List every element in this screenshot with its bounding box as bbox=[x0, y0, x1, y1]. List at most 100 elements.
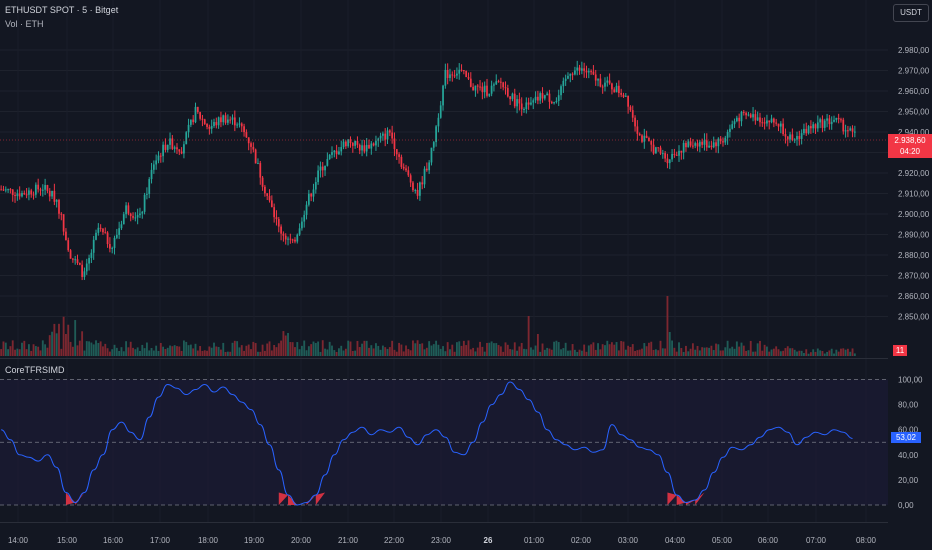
pane-divider-top[interactable] bbox=[0, 358, 888, 359]
volume-bar bbox=[779, 351, 782, 356]
volume-bar bbox=[136, 347, 139, 356]
volume-bar bbox=[418, 343, 421, 356]
volume-bar bbox=[347, 340, 350, 356]
time-tick-label: 19:00 bbox=[244, 536, 265, 545]
time-tick-label: 06:00 bbox=[758, 536, 779, 545]
time-tick-label: 26 bbox=[484, 536, 493, 545]
volume-bar bbox=[763, 344, 766, 356]
indicator-legend[interactable]: CoreTFRSIMD bbox=[5, 365, 65, 375]
price-tick-label: 2.870,00 bbox=[898, 272, 930, 281]
volume-bar bbox=[199, 346, 202, 356]
candle-body bbox=[319, 166, 322, 171]
candle-body bbox=[104, 232, 107, 234]
time-tick-label: 22:00 bbox=[384, 536, 405, 545]
oversold-fill bbox=[278, 492, 289, 505]
volume-bar bbox=[675, 351, 678, 356]
volume-bar bbox=[215, 346, 218, 356]
candle-body bbox=[224, 115, 227, 123]
volume-bar bbox=[344, 348, 347, 356]
candle-body bbox=[726, 131, 729, 138]
volume-bar bbox=[386, 348, 389, 356]
candle-body bbox=[162, 144, 164, 157]
candle-body bbox=[648, 137, 650, 142]
volume-bar bbox=[414, 343, 417, 356]
volume-bar bbox=[400, 344, 403, 356]
volume-bar bbox=[539, 351, 542, 356]
candle-body bbox=[499, 81, 502, 83]
candle-body bbox=[183, 144, 185, 154]
candle-body bbox=[847, 130, 849, 132]
candle-body bbox=[196, 106, 199, 113]
volume-bar bbox=[766, 346, 768, 356]
volume-bar bbox=[46, 347, 49, 356]
volume-bar bbox=[652, 349, 655, 356]
candle-body bbox=[807, 126, 810, 134]
candle-body bbox=[571, 73, 574, 75]
volume-bar bbox=[402, 351, 405, 356]
price-axis[interactable]: 2.980,00 2.970,00 2.960,00 2.950,00 2.940,00… bbox=[898, 46, 930, 322]
candle-body bbox=[548, 93, 551, 102]
candle-body bbox=[317, 170, 319, 183]
candle-body bbox=[814, 124, 817, 129]
volume-bar bbox=[830, 348, 833, 356]
volume-bar bbox=[252, 341, 255, 356]
candle-body bbox=[587, 71, 590, 73]
candle-body bbox=[749, 114, 752, 118]
time-axis[interactable]: 14:00 15:00 16:00 17:00 18:00 19:00 20:00 21:00… bbox=[8, 536, 877, 545]
volume-bar bbox=[393, 349, 396, 356]
volume-bar bbox=[578, 349, 581, 356]
symbol-legend[interactable]: ETHUSDT SPOT · 5 · Bitget bbox=[5, 5, 119, 15]
volume-legend[interactable]: Vol · ETH bbox=[5, 19, 44, 29]
volume-bar bbox=[724, 347, 727, 356]
candle-body bbox=[766, 120, 768, 124]
volume-bar bbox=[597, 343, 599, 356]
indicator-axis[interactable]: 100,00 80,00 60,00 40,00 20,00 0,00 bbox=[898, 376, 923, 511]
candle-body bbox=[583, 68, 586, 71]
volume-bar bbox=[317, 341, 320, 356]
candle-body bbox=[761, 122, 764, 124]
volume-bar bbox=[296, 342, 299, 356]
volume-bar bbox=[74, 320, 77, 356]
candle-body bbox=[611, 83, 613, 90]
volume-bar bbox=[705, 347, 708, 356]
candle-body bbox=[118, 228, 121, 235]
candle-body bbox=[30, 190, 33, 195]
candle-body bbox=[490, 85, 493, 94]
volume-bar bbox=[331, 345, 333, 356]
candle-body bbox=[428, 162, 431, 171]
volume-bar bbox=[615, 342, 618, 356]
volume-bar bbox=[208, 346, 211, 356]
volume-bar bbox=[826, 351, 829, 356]
candle-body bbox=[201, 118, 204, 120]
volume-bar bbox=[513, 342, 516, 356]
currency-button[interactable]: USDT bbox=[893, 4, 929, 22]
candle-body bbox=[16, 193, 19, 197]
candle-body bbox=[227, 119, 229, 123]
volume-bar bbox=[85, 341, 88, 356]
candle-body bbox=[550, 101, 553, 104]
volume-bar bbox=[671, 340, 674, 356]
volume-bar bbox=[266, 343, 269, 356]
candle-body bbox=[264, 186, 266, 194]
volume-bar bbox=[81, 331, 84, 356]
volume-bar bbox=[497, 345, 500, 356]
volume-bar bbox=[641, 348, 643, 356]
candle-body bbox=[379, 135, 382, 139]
volume-bar bbox=[398, 342, 401, 356]
candle-body bbox=[597, 78, 599, 81]
volume-bar bbox=[213, 342, 215, 356]
candle-body bbox=[594, 74, 597, 81]
volume-bar bbox=[273, 345, 276, 356]
candle-body bbox=[564, 78, 567, 81]
candle-body bbox=[291, 239, 294, 241]
volume-bar bbox=[139, 350, 141, 356]
candle-body bbox=[143, 194, 146, 212]
candle-body bbox=[789, 134, 791, 140]
candle-body bbox=[534, 96, 537, 101]
candle-body bbox=[502, 82, 505, 88]
candle-body bbox=[321, 166, 324, 171]
volume-bar bbox=[775, 346, 778, 356]
candle-body bbox=[643, 135, 646, 142]
volume-bar bbox=[361, 343, 363, 356]
